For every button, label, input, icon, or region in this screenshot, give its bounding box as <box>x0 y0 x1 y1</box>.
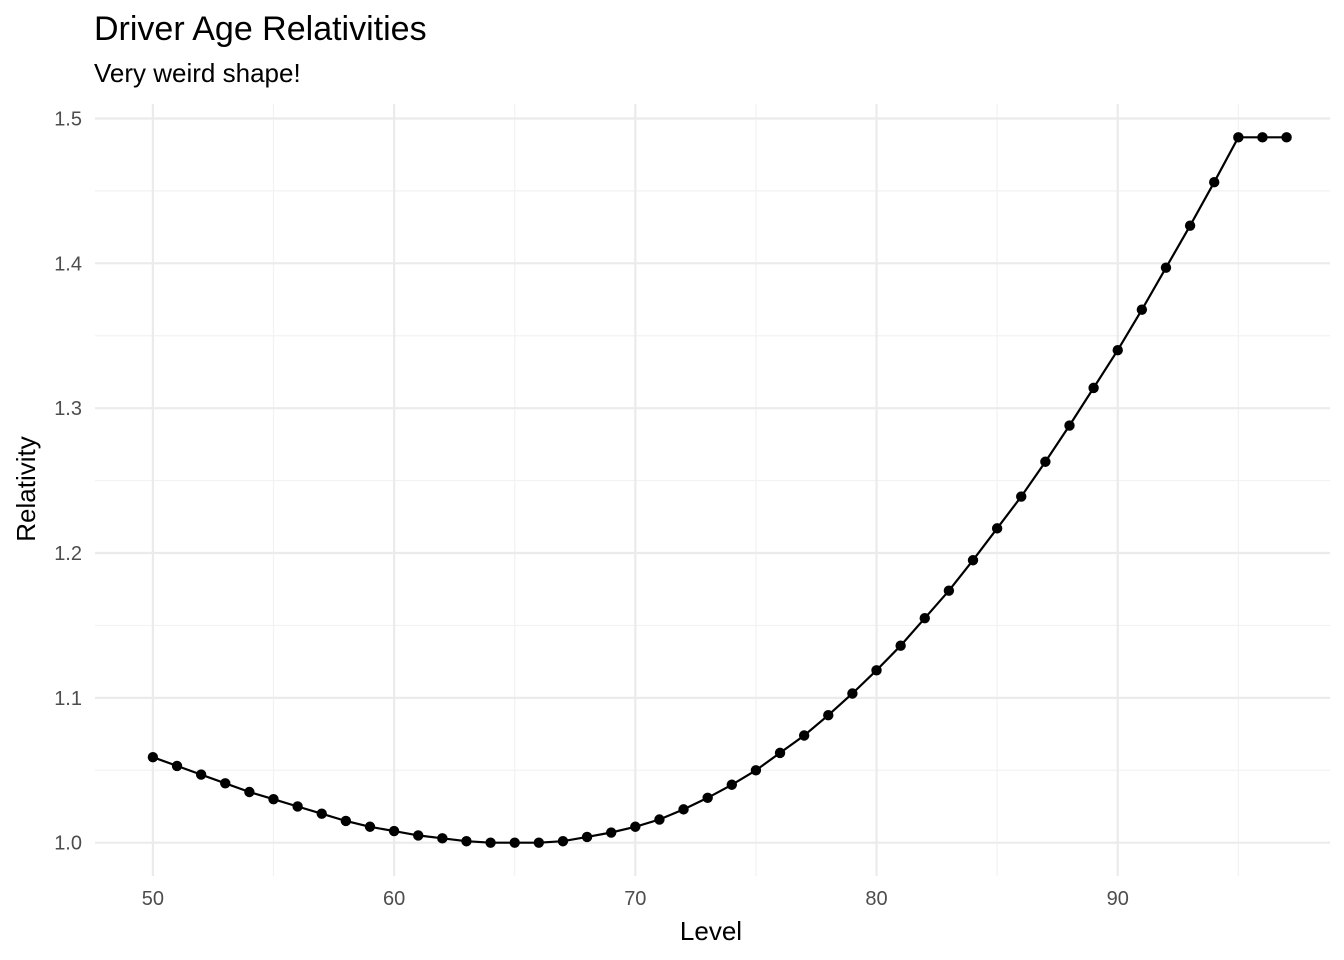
minor-gridlines <box>95 104 1330 876</box>
data-point <box>991 523 1003 534</box>
data-point <box>220 778 231 789</box>
data-point <box>581 831 593 843</box>
relativity-line <box>152 136 1287 844</box>
data-point <box>1136 304 1148 315</box>
chart-title: Driver Age Relativities <box>94 10 427 48</box>
data-point <box>750 765 762 776</box>
y-tick-label: 1.4 <box>54 253 82 275</box>
data-point <box>244 786 255 798</box>
data-point <box>1112 345 1123 356</box>
data-point <box>316 808 327 819</box>
x-tick-label: 90 <box>1107 888 1129 910</box>
y-tick-label: 1.5 <box>54 108 82 130</box>
data-point <box>413 830 424 841</box>
y-axis-title: Relativity <box>11 436 41 541</box>
data-point <box>967 555 979 566</box>
x-tick-label: 80 <box>865 888 887 910</box>
data-point <box>461 836 472 847</box>
chart-subtitle: Very weird shape! <box>94 58 301 88</box>
data-point <box>1257 132 1268 143</box>
x-tick-label: 70 <box>624 888 646 910</box>
data-point <box>1088 382 1099 394</box>
major-gridlines <box>95 104 1330 876</box>
data-point <box>147 752 159 763</box>
data-point <box>437 833 448 844</box>
y-tick-label: 1.0 <box>54 833 82 855</box>
data-point <box>1233 132 1244 143</box>
data-point <box>774 747 786 759</box>
data-point <box>726 779 737 790</box>
data-point <box>1064 420 1075 431</box>
data-point <box>1209 177 1220 188</box>
data-point <box>268 794 279 805</box>
y-tick-label: 1.3 <box>54 398 82 420</box>
data-point <box>702 792 713 803</box>
data-point <box>171 760 183 772</box>
y-axis-tick-labels: 1.0 1.1 1.2 1.3 1.4 1.5 <box>54 108 82 854</box>
data-point <box>1040 456 1051 467</box>
data-point <box>292 801 303 812</box>
data-point <box>340 815 352 827</box>
x-tick-label: 60 <box>383 888 405 910</box>
data-point <box>847 688 858 699</box>
data-point <box>823 710 834 721</box>
data-point <box>654 814 665 825</box>
data-point <box>605 827 617 838</box>
data-point <box>895 640 906 651</box>
data-point <box>919 612 930 624</box>
y-tick-label: 1.2 <box>54 543 82 565</box>
data-point <box>533 837 545 848</box>
data-point <box>798 730 810 741</box>
data-point <box>509 837 520 848</box>
x-tick-label: 50 <box>142 888 164 910</box>
data-point <box>1016 491 1027 502</box>
data-point <box>1281 132 1292 143</box>
data-point <box>1184 220 1196 231</box>
data-point <box>943 585 955 596</box>
data-point <box>871 665 882 676</box>
data-point <box>557 836 569 847</box>
data-point <box>1160 262 1172 273</box>
data-point <box>678 804 689 815</box>
data-point <box>195 769 207 780</box>
data-point <box>630 821 641 832</box>
x-axis-tick-labels: 50 60 70 80 90 <box>142 888 1129 910</box>
data-point <box>485 837 496 848</box>
data-point <box>388 825 400 837</box>
data-point <box>364 821 376 832</box>
y-tick-label: 1.1 <box>54 688 82 710</box>
x-axis-title: Level <box>680 916 742 946</box>
data-points <box>147 132 1292 848</box>
